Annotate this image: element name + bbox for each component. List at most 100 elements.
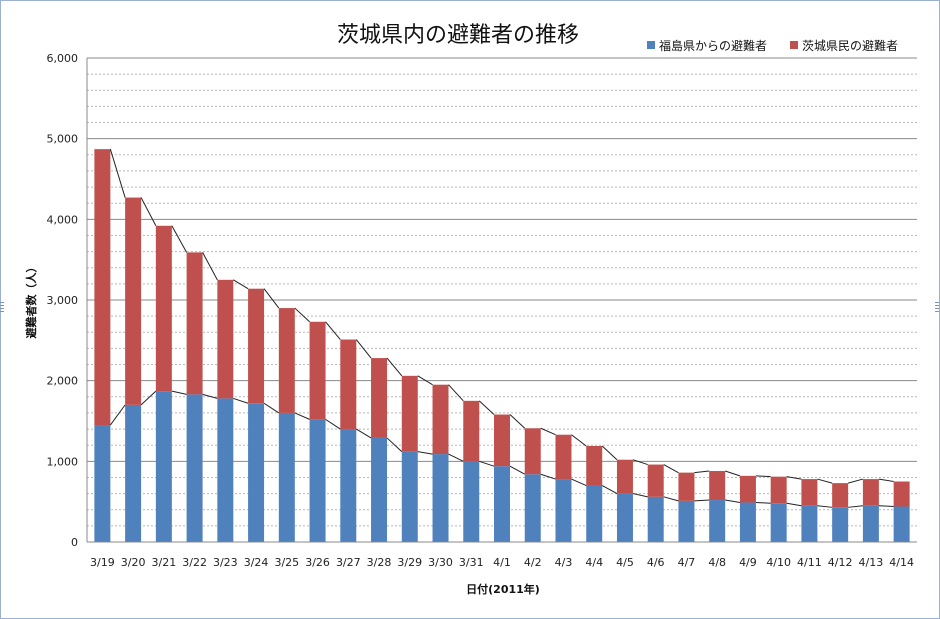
bar-ibaraki: [616, 459, 633, 494]
legend-swatch-fukushima: [647, 41, 655, 49]
bar-ibaraki: [709, 471, 726, 501]
series-line-total: [694, 470, 710, 474]
bar-fukushima: [94, 425, 111, 542]
x-tick-label: 3/31: [459, 556, 484, 569]
bar-fukushima: [647, 496, 664, 542]
x-tick-label: 4/11: [797, 556, 822, 569]
bar-fukushima: [186, 394, 203, 542]
bar-ibaraki: [678, 472, 695, 501]
bar-fukushima: [524, 474, 541, 542]
series-line-total: [848, 478, 864, 484]
x-tick-label: 3/26: [305, 556, 330, 569]
series-line-fukushima: [632, 493, 648, 498]
series-line-fukushima: [509, 465, 525, 475]
bar-ibaraki: [309, 321, 326, 420]
bar-ibaraki: [248, 288, 265, 404]
x-tick-label: 4/4: [585, 556, 603, 569]
series-line-fukushima: [202, 393, 218, 399]
legend: 福島県からの避難者 茨城県民の避難者: [647, 38, 898, 53]
series-line-fukushima: [601, 485, 618, 495]
series-line-total: [417, 375, 433, 386]
bar-fukushima: [770, 503, 787, 542]
series-line-fukushima: [694, 499, 710, 502]
x-tick-label: 3/28: [367, 556, 392, 569]
series-line-total: [202, 252, 218, 281]
bar-fukushima: [862, 505, 879, 542]
x-tick-label: 4/3: [555, 556, 573, 569]
bar-ibaraki: [371, 358, 388, 438]
series-line-fukushima: [171, 390, 187, 395]
series-line-fukushima: [233, 397, 249, 404]
x-tick-label: 4/13: [859, 556, 884, 569]
x-tick-label: 3/23: [213, 556, 238, 569]
legend-label-fukushima: 福島県からの避難者: [659, 38, 767, 53]
series-line-total: [755, 475, 771, 478]
x-tick-label: 4/8: [708, 556, 726, 569]
x-tick-label: 3/29: [397, 556, 422, 569]
bar-fukushima: [371, 437, 388, 542]
bar-fukushima: [494, 466, 510, 542]
series-line-total: [448, 384, 464, 402]
chart-title: 茨城県内の避難者の推移: [337, 23, 579, 48]
x-tick-label: 3/25: [274, 556, 299, 569]
x-tick-label: 3/21: [152, 556, 177, 569]
series-line-fukushima: [294, 412, 310, 420]
bar-fukushima: [893, 506, 910, 542]
series-line-fukushima: [663, 496, 679, 502]
bar-fukushima: [463, 461, 480, 542]
x-tick-label: 4/9: [739, 556, 757, 569]
bar-fukushima: [709, 500, 726, 542]
bar-ibaraki: [401, 375, 418, 452]
x-tick-label: 3/27: [336, 556, 361, 569]
series-line-total: [878, 478, 894, 482]
series-line-total: [571, 434, 587, 447]
series-line-total: [233, 279, 249, 290]
x-tick-label: 3/19: [90, 556, 115, 569]
series-line-total: [478, 400, 495, 415]
series-line-fukushima: [448, 453, 464, 462]
series-line-fukushima: [786, 502, 802, 507]
bar-fukushima: [616, 493, 633, 542]
x-tick-label: 3/24: [244, 556, 269, 569]
series-line-total: [509, 414, 526, 429]
frame-handle-right[interactable]: [935, 302, 939, 312]
bar-ibaraki: [340, 339, 357, 430]
bar-ibaraki: [739, 475, 756, 503]
series-line-fukushima: [325, 418, 341, 430]
series-line-fukushima: [725, 499, 741, 503]
series-line-total: [601, 445, 618, 461]
series-line-total: [663, 464, 679, 474]
bar-ibaraki: [555, 434, 572, 480]
x-tick-label: 3/22: [182, 556, 207, 569]
x-axis-title: 日付(2011年): [466, 582, 540, 596]
bar-fukushima: [555, 479, 572, 542]
bar-ibaraki: [893, 481, 910, 507]
series-line-total: [171, 225, 188, 253]
bar-ibaraki: [862, 479, 879, 506]
bar-fukushima: [678, 500, 695, 542]
bar-ibaraki: [524, 428, 541, 475]
bar-ibaraki: [770, 476, 787, 504]
bar-fukushima: [739, 502, 756, 542]
bar-ibaraki: [801, 479, 818, 506]
series-line-fukushima: [540, 473, 556, 480]
series-line-fukushima: [755, 501, 771, 504]
frame-handle-left[interactable]: [0, 302, 4, 312]
bar-fukushima: [155, 391, 172, 542]
legend-label-ibaraki: 茨城県民の避難者: [802, 38, 898, 53]
series-line-total: [786, 476, 802, 480]
bar-ibaraki: [217, 279, 234, 399]
series-line-fukushima: [878, 505, 894, 508]
bar-ibaraki: [494, 414, 510, 467]
series-line-fukushima: [817, 505, 833, 508]
y-tick-label: 2,000: [47, 375, 79, 388]
series-line-fukushima: [263, 402, 280, 414]
bar-fukushima: [401, 451, 418, 542]
series-line-total: [817, 478, 833, 484]
series-line-total: [632, 459, 648, 466]
bar-fukushima: [309, 419, 326, 542]
bar-ibaraki: [832, 483, 849, 508]
series-line-fukushima: [140, 390, 157, 406]
bar-fukushima: [340, 429, 357, 542]
